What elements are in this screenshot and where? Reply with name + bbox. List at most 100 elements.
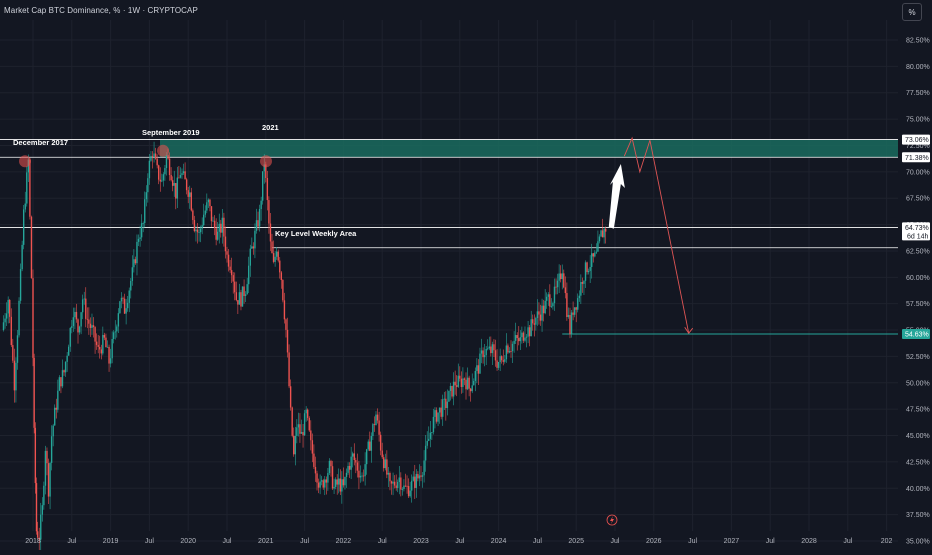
candle <box>224 226 227 259</box>
x-tick-label: Jul <box>67 538 76 545</box>
x-tick-label: 2028 <box>801 538 817 545</box>
candle <box>131 255 134 286</box>
x-tick-label: Jul <box>688 538 697 545</box>
candle <box>522 331 525 344</box>
y-tick-label: 45.00% <box>906 433 930 440</box>
candle <box>424 434 427 472</box>
candle <box>358 460 360 490</box>
candle <box>268 196 270 234</box>
candle <box>111 331 113 364</box>
candle <box>193 215 196 233</box>
candle <box>266 170 269 211</box>
candle <box>99 335 101 359</box>
candle <box>504 354 506 364</box>
x-tick-label: 2023 <box>413 538 429 545</box>
candle <box>362 469 365 482</box>
candle <box>176 166 179 209</box>
candle <box>123 293 126 315</box>
candle <box>507 343 509 354</box>
candle <box>566 282 568 321</box>
candle <box>569 307 571 339</box>
candle <box>567 307 570 319</box>
candle <box>46 447 48 476</box>
y-tick-label: 37.50% <box>906 512 930 519</box>
candle <box>61 359 64 389</box>
candle <box>66 351 68 372</box>
candle <box>5 302 8 327</box>
y-axis[interactable]: 82.50% 80.00% 77.50% 75.00% 72.50% 70.00% 67.5… <box>906 38 930 546</box>
candle <box>44 445 47 495</box>
candle <box>338 468 340 494</box>
candle <box>9 298 11 324</box>
candle <box>69 326 71 352</box>
candle <box>598 234 601 244</box>
candle <box>274 251 276 267</box>
candle <box>420 465 422 482</box>
candle <box>230 257 233 284</box>
candle <box>389 471 391 491</box>
x-axis[interactable]: 2018 Jul 2019 Jul 2020 Jul 2021 Jul 2022 Jul 2023 J… <box>25 538 892 545</box>
y-tick-label: 77.50% <box>906 90 930 97</box>
candle <box>594 250 596 258</box>
candle <box>58 375 61 392</box>
candle <box>237 299 239 315</box>
candle <box>251 237 253 249</box>
candle <box>373 416 376 432</box>
candle <box>372 422 374 441</box>
candle <box>485 345 487 365</box>
candle <box>145 185 147 207</box>
candle <box>353 443 355 466</box>
candle <box>275 247 278 260</box>
candle <box>261 171 264 205</box>
candle <box>158 164 160 185</box>
candle <box>591 243 593 279</box>
candle <box>469 387 472 402</box>
candle <box>570 310 573 338</box>
candle <box>417 471 419 482</box>
candle <box>518 326 520 346</box>
x-tick-label: 2027 <box>724 538 740 545</box>
candle <box>426 431 428 449</box>
countdown-label: 6d 14h <box>907 233 929 240</box>
candle <box>437 412 439 426</box>
candle <box>210 206 213 227</box>
candle <box>139 225 141 247</box>
candle <box>445 391 447 421</box>
forecast-zigzag <box>623 136 651 174</box>
candle <box>459 366 461 382</box>
candle <box>421 472 424 488</box>
price-tag-label: 71.38% <box>905 155 929 162</box>
candle <box>215 218 217 246</box>
percent-scale-button[interactable]: % <box>902 3 922 21</box>
candle <box>216 222 219 241</box>
candle <box>52 423 54 447</box>
candle <box>189 185 191 209</box>
y-tick-label: 70.00% <box>906 169 930 176</box>
candle <box>460 371 463 394</box>
lightning-icon[interactable] <box>606 514 618 526</box>
candle <box>154 147 157 160</box>
candle <box>466 367 469 391</box>
candle <box>248 256 250 293</box>
candle <box>533 314 535 337</box>
candle <box>35 477 38 535</box>
candle <box>142 221 144 233</box>
x-tick-label: 2024 <box>491 538 507 545</box>
candle <box>581 277 584 293</box>
price-tag-label: 64.73% <box>905 225 929 232</box>
candle <box>546 292 548 309</box>
candle <box>24 191 26 213</box>
candle <box>203 203 205 227</box>
candles <box>2 141 607 551</box>
candle <box>299 413 301 443</box>
candle <box>72 307 75 332</box>
candle <box>580 274 582 305</box>
candle <box>334 477 337 490</box>
candle <box>67 344 70 356</box>
candle <box>589 255 591 284</box>
candle <box>496 349 498 371</box>
candle <box>320 475 323 486</box>
candle <box>95 333 98 350</box>
